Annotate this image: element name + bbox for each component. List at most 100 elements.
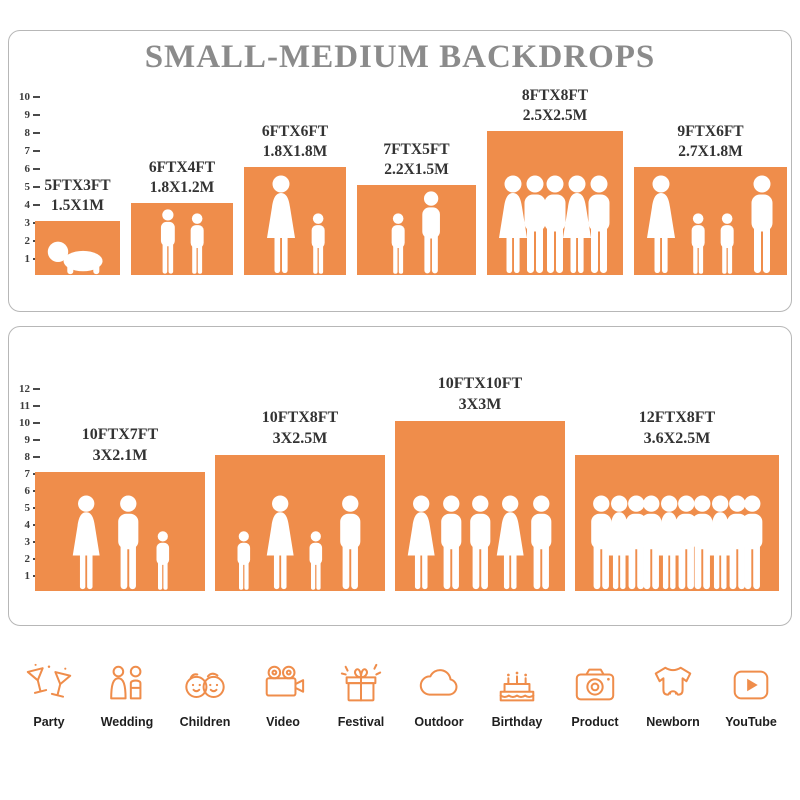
ruler-mark: 3 bbox=[14, 218, 40, 229]
ruler-mark: 2 bbox=[14, 236, 40, 247]
ruler-mark: 1 bbox=[14, 571, 40, 582]
backdrop-item: 6FTX6FT 1.8X1.8M bbox=[244, 123, 346, 275]
category-label: Wedding bbox=[100, 715, 154, 729]
category-label: Birthday bbox=[491, 715, 543, 729]
backdrop-rect bbox=[215, 455, 385, 591]
adult-silhouette-icon bbox=[339, 495, 360, 590]
size-label-m: 3X2.5M bbox=[272, 430, 328, 448]
backdrop-rect bbox=[131, 203, 233, 275]
youtube-icon bbox=[733, 670, 769, 700]
backdrop-items: 10FTX7FT 3X2.1M 10FTX8FT 3X2.5M 10FTX10FT 3X3… bbox=[35, 375, 787, 591]
ruler-mark: 5 bbox=[14, 182, 40, 193]
backdrop-rect bbox=[634, 167, 787, 275]
backdrop-rect bbox=[487, 131, 623, 275]
backdrop-item: 10FTX7FT 3X2.1M bbox=[35, 426, 205, 591]
category-label: Product bbox=[571, 715, 619, 729]
adult-silhouette-icon bbox=[588, 175, 610, 273]
ruler-mark: 7 bbox=[14, 146, 40, 157]
child-silhouette-icon bbox=[237, 531, 251, 590]
child-silhouette-icon bbox=[309, 531, 323, 590]
adult-silhouette-icon bbox=[751, 175, 773, 273]
adult-silhouette-icon bbox=[676, 495, 697, 590]
backdrop-rect bbox=[357, 185, 476, 275]
backdrop-size-label: 10FTX7FT 3X2.1M bbox=[82, 425, 158, 472]
adult-silhouette-icon bbox=[469, 495, 491, 590]
backdrop-size-label: 10FTX8FT 3X2.5M bbox=[262, 408, 338, 455]
category-wedding: Wedding bbox=[90, 662, 164, 729]
ruler-mark: 2 bbox=[14, 554, 40, 565]
size-label-ft: 10FTX10FT bbox=[437, 375, 523, 393]
adult-silhouette-icon bbox=[544, 175, 566, 273]
ruler-mark: 8 bbox=[14, 128, 40, 139]
size-label-ft: 5FTX3FT bbox=[44, 176, 111, 194]
party-icon bbox=[26, 663, 72, 698]
size-label-ft: 7FTX5FT bbox=[383, 140, 450, 158]
ruler-mark: 7 bbox=[14, 469, 40, 480]
adult-silhouette-icon bbox=[742, 495, 763, 590]
backdrop-item: 7FTX5FT 2.2X1.5M bbox=[357, 141, 476, 275]
category-label: Festival bbox=[337, 715, 385, 729]
category-festival: Festival bbox=[324, 662, 398, 729]
backdrop-item: 8FTX8FT 2.5X2.5M bbox=[487, 87, 623, 275]
ruler-mark: 1 bbox=[14, 254, 40, 265]
category-label: YouTube bbox=[725, 715, 777, 729]
category-label: Party bbox=[33, 715, 65, 729]
child-silhouette-icon bbox=[391, 213, 405, 274]
newborn-icon bbox=[654, 666, 692, 696]
backdrop-size-label: 10FTX10FT 3X3M bbox=[438, 374, 522, 421]
child-silhouette-icon bbox=[720, 213, 734, 274]
backdrop-size-label: 8FTX8FT 2.5X2.5M bbox=[522, 86, 588, 131]
category-video: Video bbox=[246, 662, 320, 729]
size-label-m: 3X3M bbox=[458, 396, 502, 414]
page-title: SMALL-MEDIUM BACKDROPS bbox=[144, 39, 656, 75]
adult-silhouette-icon bbox=[441, 495, 462, 590]
backdrop-item: 10FTX8FT 3X2.5M bbox=[215, 409, 385, 591]
backdrop-rect bbox=[244, 167, 346, 275]
size-label-m: 3X2.1M bbox=[92, 447, 148, 465]
woman-silhouette-icon bbox=[655, 495, 683, 590]
backdrop-items: 5FTX3FT 1.5X1M 6FTX4FT 1.8X1.2M 6FTX6FT 1.8X1… bbox=[35, 87, 787, 275]
adult-silhouette-icon bbox=[641, 495, 662, 590]
adult-silhouette-icon bbox=[727, 495, 748, 590]
category-birthday: Birthday bbox=[480, 662, 554, 729]
size-label-m: 3.6X2.5M bbox=[643, 430, 711, 448]
woman-silhouette-icon bbox=[266, 495, 294, 590]
size-label-m: 2.5X2.5M bbox=[522, 106, 588, 124]
backdrop-item: 9FTX6FT 2.7X1.8M bbox=[634, 123, 787, 275]
adult-silhouette-icon bbox=[626, 495, 647, 590]
adult-silhouette-icon bbox=[530, 495, 552, 590]
size-label-ft: 10FTX7FT bbox=[81, 426, 159, 444]
backdrop-size-label: 6FTX6FT 1.8X1.8M bbox=[262, 122, 328, 167]
ruler-mark: 5 bbox=[14, 503, 40, 514]
category-children: Children bbox=[168, 662, 242, 729]
category-row: Party Wedding Children Video Festival Outdoor… bbox=[12, 662, 788, 729]
category-label: Children bbox=[179, 715, 231, 729]
ruler-mark: 4 bbox=[14, 200, 40, 211]
category-outdoor: Outdoor bbox=[402, 662, 476, 729]
size-label-ft: 6FTX6FT bbox=[261, 122, 329, 140]
ruler-mark: 8 bbox=[14, 452, 40, 463]
category-label: Outdoor bbox=[414, 715, 464, 729]
category-label: Video bbox=[266, 715, 300, 729]
woman-silhouette-icon bbox=[563, 175, 591, 273]
children-icon bbox=[185, 672, 225, 698]
size-label-m: 1.8X1.8M bbox=[262, 142, 328, 160]
category-newborn: Newborn bbox=[636, 662, 710, 729]
adult-silhouette-icon bbox=[591, 495, 612, 590]
ruler-mark: 10 bbox=[14, 92, 40, 103]
size-panel-medium: 1 2 3 4 5 6 7 8 9 10 11 12 10FTX7FT 3X2.1M 10FTX8FT 3X2… bbox=[8, 326, 792, 626]
ruler-mark: 9 bbox=[14, 435, 40, 446]
child-silhouette-icon bbox=[156, 531, 169, 590]
size-label-ft: 8FTX8FT bbox=[521, 86, 589, 104]
backdrop-rect bbox=[35, 472, 205, 591]
backdrop-size-label: 7FTX5FT 2.2X1.5M bbox=[383, 140, 449, 185]
festival-icon bbox=[340, 663, 382, 702]
woman-silhouette-icon bbox=[497, 495, 524, 590]
size-label-ft: 12FTX8FT bbox=[638, 409, 716, 427]
wedding-icon bbox=[110, 665, 142, 700]
ruler-mark: 9 bbox=[14, 110, 40, 121]
woman-silhouette-icon bbox=[499, 175, 527, 273]
adult-silhouette-icon bbox=[524, 175, 546, 273]
woman-silhouette-icon bbox=[647, 175, 676, 273]
size-panel-small: SMALL-MEDIUM BACKDROPS 1 2 3 4 5 6 7 8 9 10 5FTX3F… bbox=[8, 30, 792, 312]
